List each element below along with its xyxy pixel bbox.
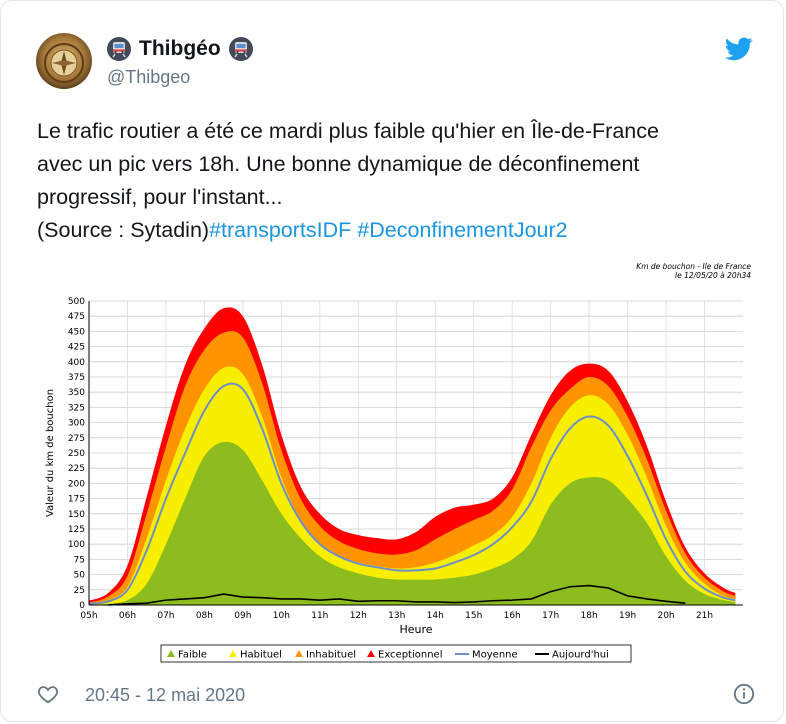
x-tick-label: 16h (504, 611, 521, 621)
x-tick-label: 17h (542, 611, 559, 621)
x-tick-label: 14h (427, 611, 444, 621)
legend-label: Faible (178, 650, 207, 661)
legend-label: Moyenne (472, 650, 518, 661)
tweet-line: Le trafic routier a été ce mardi plus fa… (37, 119, 659, 143)
y-tick-label: 0 (79, 601, 85, 611)
tweet-footer: 20:45 - 12 mai 2020 (37, 677, 767, 713)
line-aujourdhui (108, 584, 686, 606)
y-tick-label: 425 (68, 343, 85, 353)
x-tick-label: 13h (388, 611, 405, 621)
x-tick-label: 21h (696, 611, 713, 621)
twitter-bird-icon[interactable] (724, 37, 753, 61)
tweet-line: avec un pic vers 18h. Une bonne dynamiqu… (37, 152, 640, 176)
metro-train-icon (228, 37, 253, 61)
x-axis-label: Heure (399, 623, 432, 636)
y-tick-label: 350 (68, 388, 85, 398)
legend-label: Aujourd'hui (552, 650, 609, 661)
y-tick-label: 200 (68, 479, 85, 489)
tweet-text: Le trafic routier a été ce mardi plus fa… (37, 115, 757, 247)
x-tick-label: 11h (311, 611, 328, 621)
y-tick-label: 175 (68, 495, 85, 505)
source-text: (Source : Sytadin) (37, 218, 210, 242)
legend-swatch (295, 650, 303, 657)
y-tick-label: 250 (68, 449, 85, 459)
y-tick-label: 500 (68, 297, 85, 307)
compass-icon (36, 33, 92, 89)
x-tick-label: 12h (350, 611, 367, 621)
x-tick-label: 20h (657, 611, 674, 621)
area-faible (89, 441, 736, 605)
metro-train-icon (107, 37, 131, 61)
info-icon[interactable] (733, 683, 755, 705)
x-tick-label: 05h (80, 611, 97, 621)
legend-label: Exceptionnel (378, 650, 442, 661)
user-handle[interactable]: @Thibgeo (107, 67, 191, 87)
y-axis-label: Valeur du km de bouchon (45, 389, 56, 517)
y-tick-label: 400 (68, 358, 85, 368)
y-tick-label: 225 (68, 464, 85, 474)
traffic-chart[interactable]: Km de bouchon - Ile de France le 12/05/20… (37, 259, 751, 671)
chart-header-text: le 12/05/20 à 20h34 (675, 271, 751, 280)
x-tick-label: 19h (619, 611, 636, 621)
x-tick-label: 18h (581, 611, 598, 621)
tweet-line: progressif, pour l'instant... (37, 185, 283, 209)
tweet-source-line: (Source : Sytadin)#transportsIDF #Deconf… (37, 214, 757, 247)
y-tick-label: 75 (74, 555, 85, 565)
y-tick-label: 125 (68, 525, 85, 535)
y-tick-label: 100 (68, 540, 85, 550)
y-tick-label: 475 (68, 312, 85, 322)
y-tick-label: 25 (74, 586, 85, 596)
y-tick-label: 375 (68, 373, 85, 383)
y-tick-label: 300 (68, 419, 85, 429)
legend-label: Inhabituel (306, 650, 356, 661)
y-tick-label: 450 (68, 327, 85, 337)
legend-box (160, 644, 632, 663)
heart-icon[interactable] (37, 683, 59, 705)
legend-swatch (167, 650, 175, 657)
tweet-timestamp[interactable]: 20:45 - 12 mai 2020 (85, 685, 246, 705)
name-row: Thibgéo (107, 37, 253, 61)
hashtag-link[interactable]: #transportsIDF (209, 218, 352, 242)
legend-swatch (367, 650, 375, 657)
y-tick-label: 150 (68, 510, 85, 520)
legend-swatch (229, 650, 237, 657)
y-tick-label: 50 (74, 571, 86, 581)
x-tick-label: 10h (273, 611, 290, 621)
x-tick-label: 08h (196, 611, 213, 621)
avatar[interactable] (36, 33, 92, 89)
x-tick-label: 15h (465, 611, 482, 621)
y-tick-label: 275 (68, 434, 85, 444)
y-tick-label: 325 (68, 403, 85, 413)
chart-header-text: Km de bouchon - Ile de France (636, 262, 751, 271)
line-moyenne (88, 382, 736, 605)
display-name[interactable]: Thibgéo (139, 37, 221, 60)
legend-label: Habituel (240, 650, 282, 661)
x-tick-label: 09h (234, 611, 251, 621)
x-tick-label: 07h (157, 611, 174, 621)
x-tick-label: 06h (119, 611, 136, 621)
hashtag-link[interactable]: #DeconfinementJour2 (357, 218, 568, 242)
